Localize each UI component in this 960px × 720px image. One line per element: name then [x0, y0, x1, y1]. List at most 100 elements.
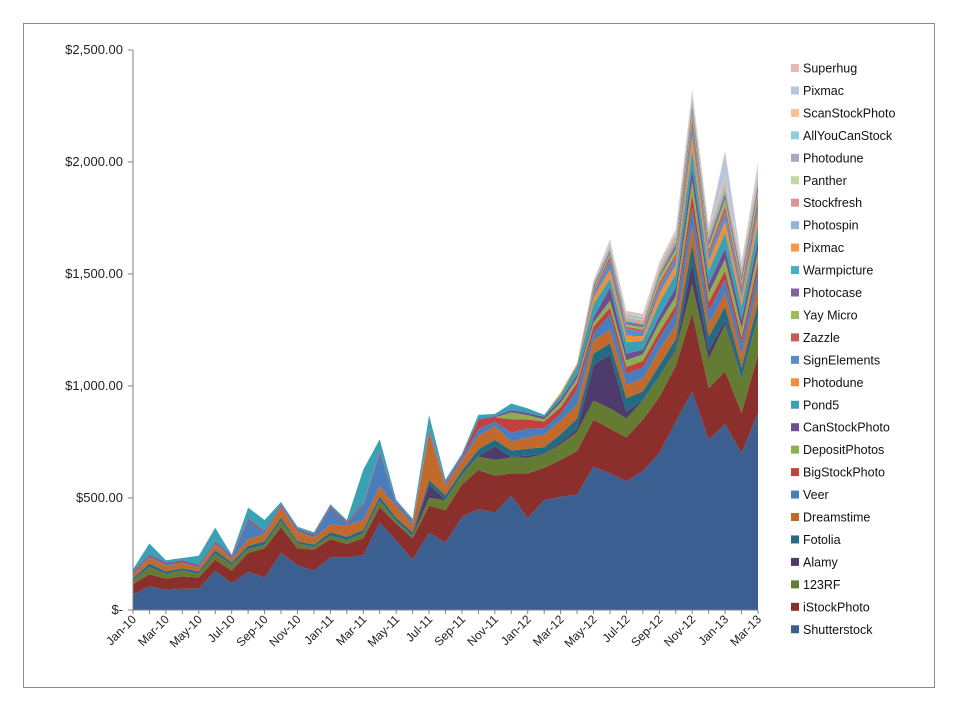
- legend-label: Warmpicture: [803, 264, 873, 278]
- stacked-area-chart: $- $500.00 $1,000.00 $1,500.00 $2,000.00 $2,5…: [65, 42, 895, 650]
- series-areas: [133, 89, 758, 610]
- legend-label: Superhug: [803, 62, 857, 76]
- legend-label: Photodune: [803, 376, 864, 390]
- legend-label: BigStockPhoto: [803, 466, 885, 480]
- legend-label: Fotolia: [803, 533, 841, 547]
- y-tick-label: $1,500.00: [65, 266, 123, 281]
- legend-swatch: [791, 153, 799, 162]
- x-tick-label: Nov-10: [266, 612, 303, 649]
- axes: [128, 49, 759, 614]
- legend-swatch: [791, 513, 799, 521]
- y-tick-label: $2,500.00: [65, 42, 123, 57]
- legend-swatch: [791, 266, 799, 275]
- x-tick-label: May-10: [167, 612, 205, 650]
- area-fotolia-4: [133, 243, 758, 581]
- legend-label: Pond5: [803, 398, 839, 412]
- y-tick-label: $-: [111, 602, 123, 617]
- legend-label: Veer: [803, 488, 829, 502]
- legend-entry: Panther: [791, 174, 847, 188]
- x-tick-label: Mar-10: [135, 612, 172, 649]
- legend-swatch: [791, 288, 799, 297]
- x-tick-label: Sep-11: [431, 612, 468, 649]
- x-tick-label: Nov-12: [661, 612, 698, 649]
- x-tick-label: Sep-12: [628, 612, 665, 649]
- x-tick-label: Mar-13: [727, 612, 764, 649]
- legend-swatch: [791, 243, 799, 252]
- legend-swatch: [791, 557, 799, 566]
- legend-label: iStockPhoto: [803, 600, 870, 614]
- legend-entry: Dreamstime: [791, 511, 870, 525]
- legend-entry: Alamy: [791, 555, 838, 569]
- legend-swatch: [791, 400, 799, 409]
- legend-label: CanStockPhoto: [803, 421, 890, 435]
- legend-swatch: [791, 131, 799, 140]
- legend-swatch: [791, 86, 799, 95]
- x-tick-label: May-11: [365, 612, 403, 650]
- area-istockphoto-1: [133, 313, 758, 595]
- x-tick-label: Nov-11: [464, 612, 501, 649]
- legend-label: DepositPhotos: [803, 443, 884, 457]
- legend-entry: SignElements: [791, 353, 880, 367]
- legend-entry: Photodune: [791, 151, 864, 165]
- legend-swatch: [791, 355, 799, 364]
- legend-swatch: [791, 625, 799, 634]
- legend-entry: Pixmac: [791, 241, 844, 255]
- legend-entry: Stockfresh: [791, 196, 862, 210]
- area-veer-6: [133, 207, 758, 575]
- legend-swatch: [791, 333, 799, 342]
- x-tick-label: Mar-11: [333, 612, 369, 648]
- legend-label: Pixmac: [803, 84, 844, 98]
- legend-entry: ScanStockPhoto: [791, 106, 895, 120]
- y-tick-label: $1,000.00: [65, 378, 123, 393]
- legend-entry: Photodune: [791, 376, 864, 390]
- legend-swatch: [791, 445, 799, 454]
- legend-swatch: [791, 535, 799, 544]
- legend-swatch: [791, 378, 799, 387]
- legend-label: Photodune: [803, 151, 864, 165]
- x-tick-label: Sep-10: [233, 612, 270, 649]
- legend-entry: Photospin: [791, 219, 859, 233]
- legend-swatch: [791, 108, 799, 117]
- area-shutterstock-0: [133, 391, 758, 610]
- area-123rf-2: [133, 284, 758, 585]
- legend-swatch: [791, 64, 799, 72]
- legend-entry: Yay Micro: [791, 308, 858, 322]
- legend-label: Stockfresh: [803, 196, 862, 210]
- legend-entry: Pixmac: [791, 84, 844, 98]
- legend-label: Pixmac: [803, 241, 844, 255]
- legend-entry: iStockPhoto: [791, 600, 870, 614]
- legend-entry: Pond5: [791, 398, 839, 412]
- legend-label: Photocase: [803, 286, 862, 300]
- legend-label: SignElements: [803, 353, 880, 367]
- x-tick-label: Jan-11: [301, 612, 336, 647]
- legend-swatch: [791, 423, 799, 432]
- legend-swatch: [791, 176, 799, 185]
- legend-swatch: [791, 490, 799, 499]
- legend-entry: Superhug: [791, 62, 857, 76]
- legend-swatch: [791, 602, 799, 611]
- legend-entry: Photocase: [791, 286, 862, 300]
- legend-entry: 123RF: [791, 578, 841, 592]
- x-tick-label: Jul-11: [403, 612, 436, 645]
- legend-entry: Shutterstock: [791, 623, 873, 637]
- legend-swatch: [791, 198, 799, 207]
- area-dreamstime-5: [133, 225, 758, 579]
- legend-swatch: [791, 468, 799, 477]
- area-alamy-3: [133, 261, 758, 581]
- legend-entry: Veer: [791, 488, 829, 502]
- legend-label: Alamy: [803, 555, 838, 569]
- legend-label: Dreamstime: [803, 511, 870, 525]
- x-tick-label: Jan-10: [103, 612, 139, 648]
- y-tick-label: $2,000.00: [65, 154, 123, 169]
- legend-label: Yay Micro: [803, 308, 858, 322]
- x-tick-label: May-12: [561, 612, 599, 650]
- legend-label: AllYouCanStock: [803, 129, 893, 143]
- legend-entry: Zazzle: [791, 331, 840, 345]
- legend-entry: AllYouCanStock: [791, 129, 893, 143]
- legend-entry: Warmpicture: [791, 264, 873, 278]
- legend: Superhug Pixmac ScanStockPhoto AllYouCanSto…: [791, 62, 895, 637]
- legend-label: Panther: [803, 174, 847, 188]
- legend-swatch: [791, 310, 799, 319]
- legend-label: Photospin: [803, 219, 859, 233]
